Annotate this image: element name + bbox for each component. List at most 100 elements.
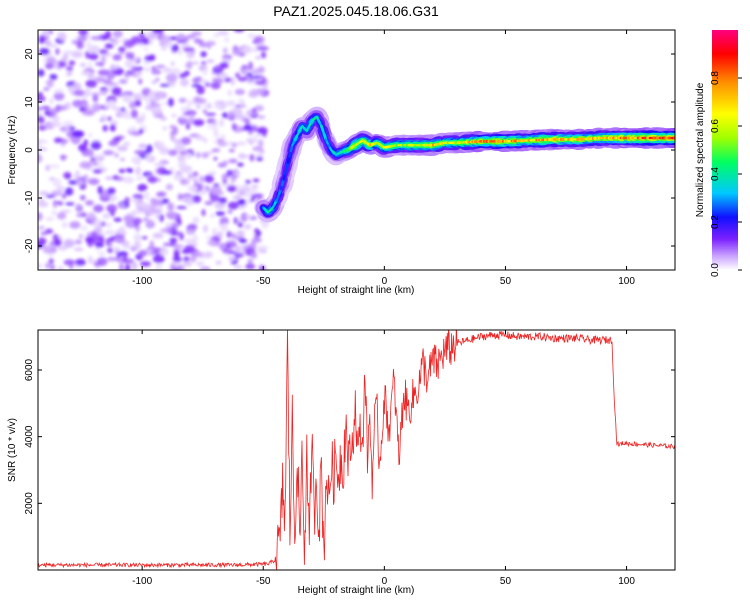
noise-blob [138, 143, 147, 149]
noise-blob [257, 115, 266, 120]
noise-blob [254, 105, 264, 112]
noise-blob [201, 152, 209, 159]
noise-blob [76, 213, 83, 218]
noise-blob [233, 216, 238, 225]
noise-blob [110, 65, 119, 70]
noise-blob [46, 56, 56, 64]
noise-blob [42, 245, 54, 249]
noise-blob [262, 84, 268, 89]
noise-blob [107, 187, 116, 195]
noise-blob [234, 114, 245, 120]
noise-blob [261, 221, 269, 229]
colorbar-tick-label: 0.4 [710, 167, 721, 181]
noise-blob [61, 221, 68, 229]
noise-blob [95, 242, 104, 248]
noise-blob [117, 202, 126, 209]
noise-blob [254, 228, 260, 233]
noise-blob [185, 152, 193, 159]
noise-blob [159, 228, 171, 233]
noise-blob [231, 49, 242, 56]
noise-blob [146, 249, 153, 254]
noise-blob [136, 176, 144, 181]
noise-blob [132, 217, 143, 225]
noise-blob [43, 139, 48, 144]
noise-blob [217, 141, 228, 147]
noise-blob [222, 222, 228, 230]
noise-blob [159, 213, 164, 223]
noise-blob [120, 107, 126, 112]
noise-blob [209, 213, 215, 219]
noise-blob [179, 78, 189, 87]
noise-blob [186, 201, 193, 206]
noise-blob [152, 30, 164, 34]
noise-blob [81, 98, 88, 108]
noise-blob [38, 138, 44, 144]
noise-blob [75, 203, 81, 211]
heatmap-x-tick-label: -50 [256, 276, 271, 287]
noise-blob [38, 225, 45, 230]
noise-blob [145, 105, 154, 111]
noise-blob [241, 65, 248, 69]
noise-blob [63, 239, 75, 248]
noise-blob [215, 79, 225, 84]
noise-blob [252, 178, 260, 183]
noise-blob [55, 48, 60, 55]
noise-blob [232, 107, 240, 115]
noise-blob [80, 70, 93, 76]
noise-blob [53, 92, 65, 101]
noise-blob [182, 256, 190, 262]
noise-blob [185, 228, 196, 236]
noise-blob [118, 79, 128, 84]
noise-blob [148, 90, 160, 100]
noise-blob [128, 101, 137, 109]
noise-blob [202, 109, 208, 114]
noise-blob [191, 83, 202, 88]
noise-blob [135, 166, 142, 176]
noise-blob [108, 85, 113, 92]
noise-blob [232, 195, 241, 200]
snr-x-tick-label: -100 [132, 576, 152, 587]
noise-blob [243, 215, 254, 219]
noise-blob [235, 188, 241, 197]
noise-blob [256, 46, 269, 51]
noise-blob [133, 233, 142, 243]
noise-blob [165, 221, 173, 228]
noise-blob [104, 30, 112, 39]
noise-blob [45, 194, 56, 198]
noise-blob [250, 252, 258, 259]
noise-blob [106, 204, 117, 213]
noise-blob [65, 65, 74, 72]
noise-blob [205, 112, 217, 116]
heatmap-y-tick-label: 10 [24, 96, 35, 108]
noise-blob [238, 205, 247, 210]
snr-y-tick-label: 6000 [24, 358, 35, 381]
noise-blob [243, 124, 253, 131]
colorbar-bar [712, 30, 738, 270]
noise-blob [251, 68, 261, 76]
noise-blob [38, 36, 46, 44]
noise-blob [123, 39, 135, 49]
noise-blob [195, 151, 202, 159]
noise-blob [255, 56, 262, 60]
noise-blob [136, 203, 145, 208]
heatmap-x-ticks: -100 -50 0 50 100 [132, 30, 635, 287]
noise-blob [102, 213, 111, 219]
noise-blob [230, 77, 236, 86]
noise-blob [118, 225, 126, 235]
noise-blob [90, 35, 103, 41]
colorbar-tick-label: 0.6 [710, 119, 721, 133]
noise-blob [120, 157, 125, 162]
noise-blob [165, 183, 174, 191]
noise-blob [243, 223, 252, 230]
noise-blob [242, 46, 253, 54]
noise-blob [144, 67, 150, 72]
noise-blob [63, 171, 72, 179]
noise-blob [224, 77, 232, 83]
noise-blob [134, 99, 142, 107]
noise-blob [221, 112, 228, 119]
noise-blob [191, 61, 200, 65]
noise-blob [96, 257, 108, 266]
snr-frame [37, 329, 676, 571]
noise-blob [79, 161, 92, 169]
